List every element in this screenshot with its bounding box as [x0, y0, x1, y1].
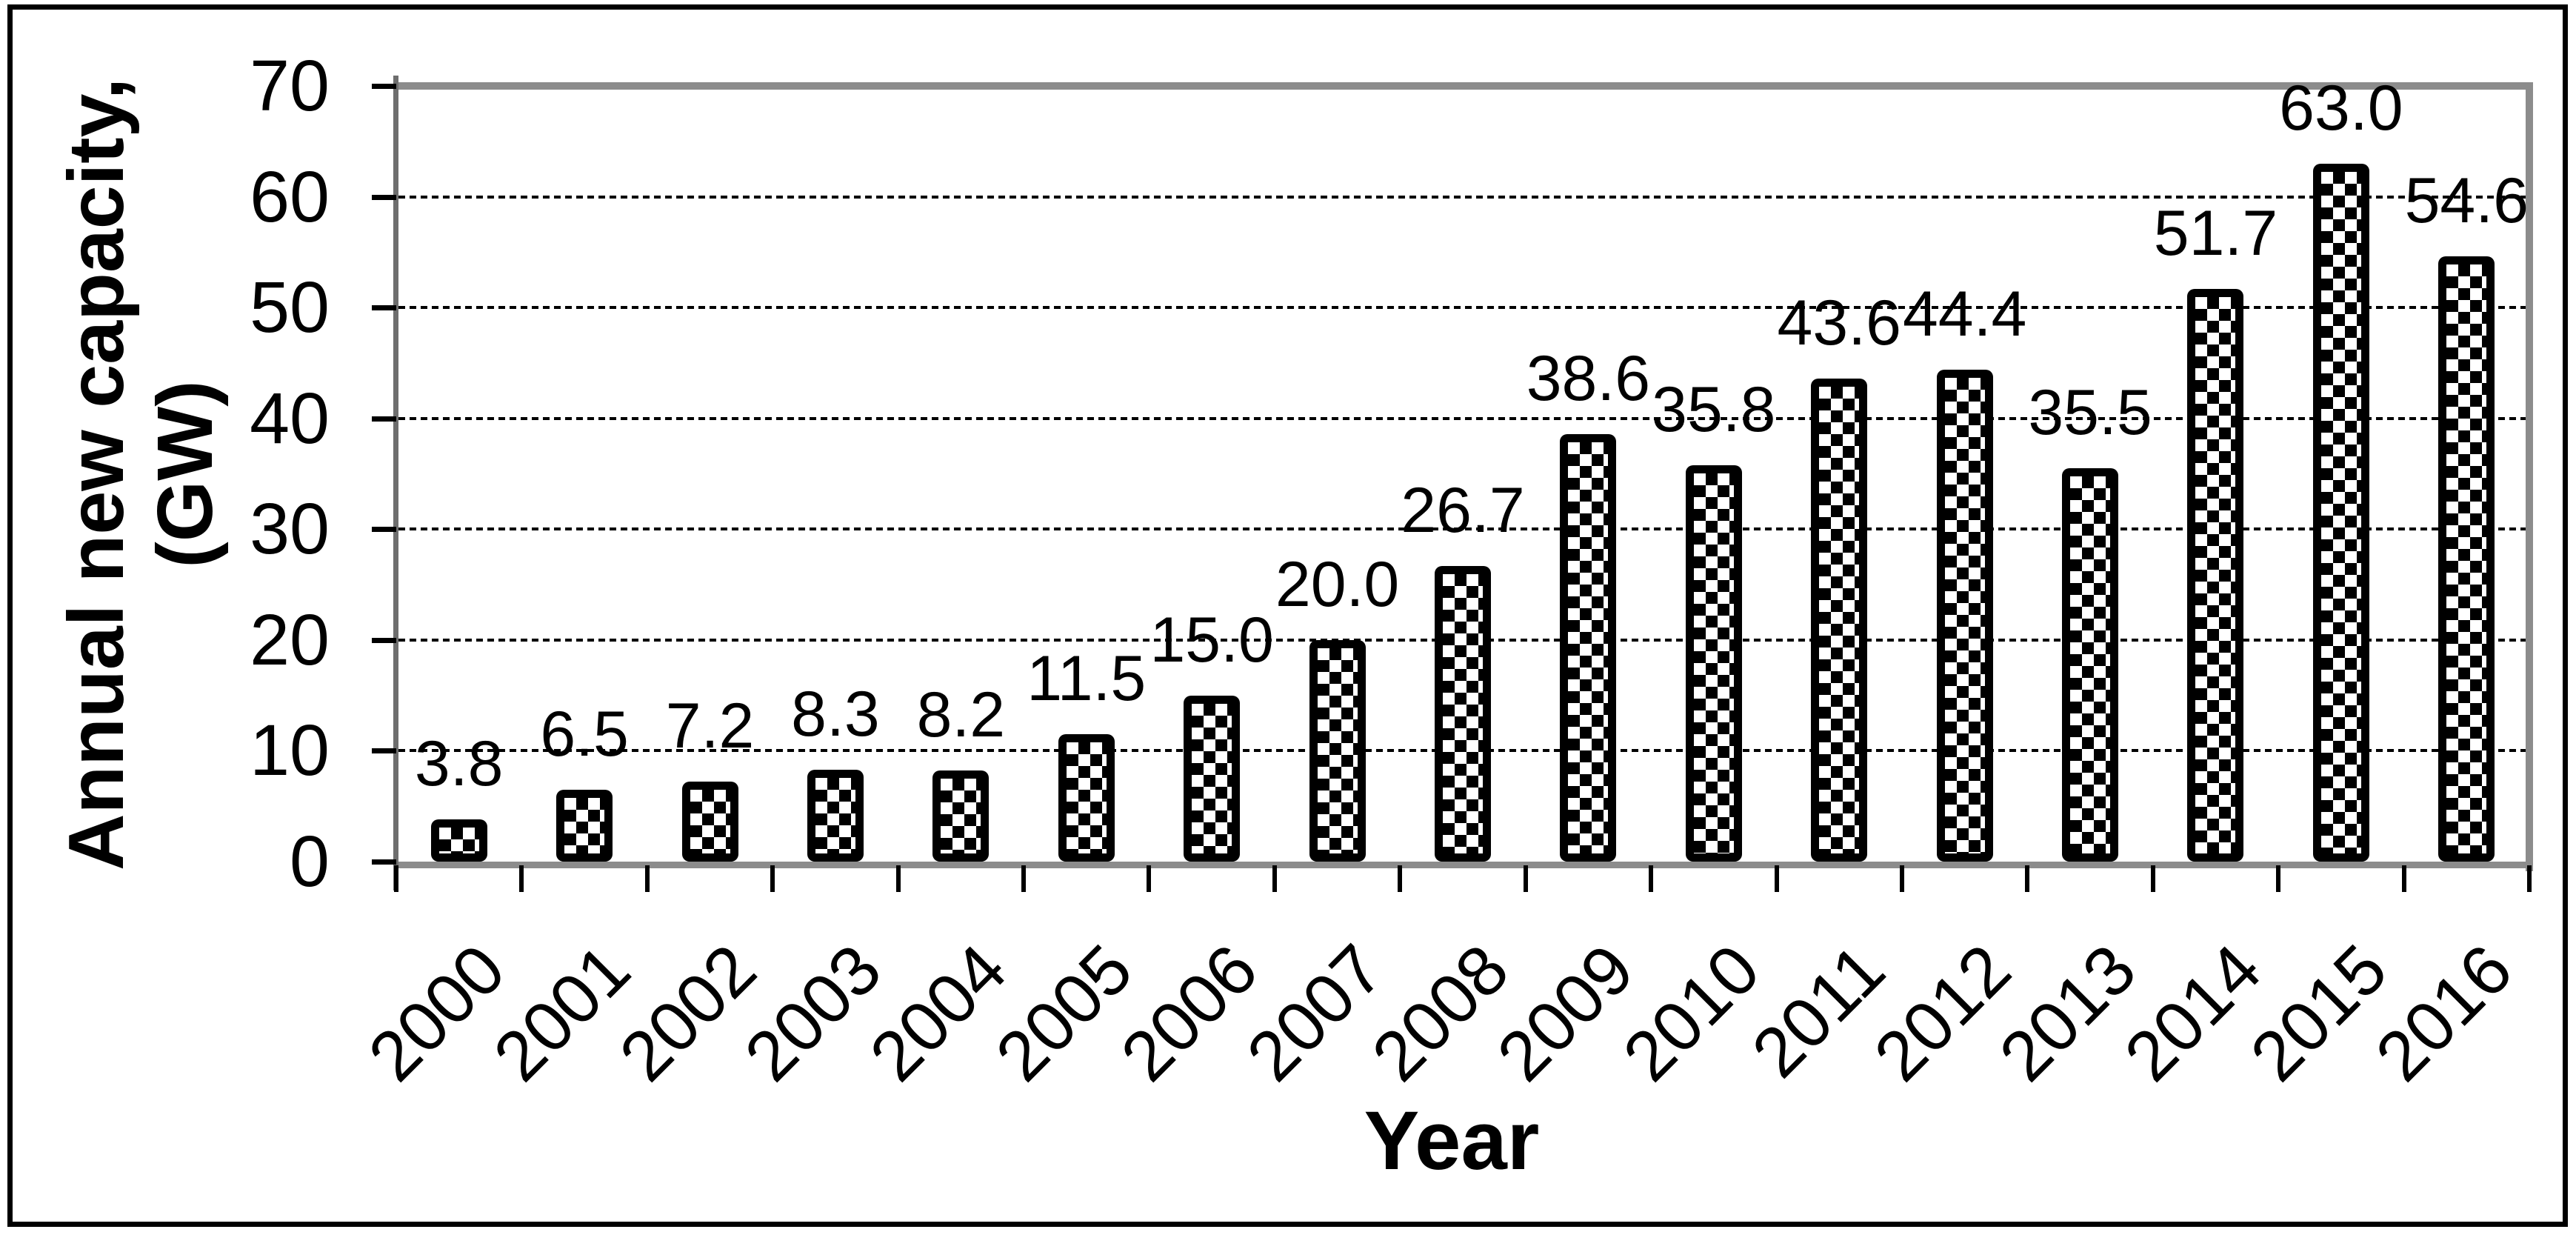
y-axis-line: [393, 76, 398, 891]
y-tick-30: [372, 527, 396, 533]
bar-label-2005: 11.5: [1027, 642, 1147, 714]
bar-label-2008: 26.7: [1401, 474, 1525, 546]
bar-2011: [1811, 378, 1868, 862]
x-tick-14: [2150, 865, 2155, 892]
bar-label-2012: 44.4: [1902, 278, 2027, 350]
bar-label-2015: 63.0: [2279, 72, 2403, 144]
bar-2007: [1309, 639, 1366, 862]
bar-label-2001: 6.5: [540, 698, 629, 770]
y-tick-70: [372, 84, 396, 89]
bar-label-2007: 20.0: [1275, 548, 1400, 620]
x-axis-baseline: [396, 862, 2533, 868]
y-tick-label-10: 10: [250, 710, 330, 791]
bar-2005: [1058, 733, 1115, 862]
x-tick-5: [1021, 865, 1027, 892]
y-tick-label-60: 60: [250, 156, 330, 237]
bar-label-2002: 7.2: [665, 690, 755, 762]
y-tick-label-0: 0: [290, 821, 330, 902]
y-tick-10: [372, 748, 396, 754]
bar-2012: [1936, 369, 1993, 862]
x-tick-17: [2527, 865, 2532, 892]
bar-label-2013: 35.5: [2028, 377, 2152, 449]
x-tick-2: [644, 865, 650, 892]
bar-2009: [1560, 433, 1617, 862]
bar-2013: [2062, 468, 2119, 862]
bar-label-2006: 15.0: [1149, 604, 1274, 676]
y-tick-60: [372, 194, 396, 200]
bar-label-2016: 54.6: [2404, 165, 2529, 237]
bar-label-2004: 8.2: [916, 679, 1006, 751]
x-tick-10: [1649, 865, 1654, 892]
bar-label-2010: 35.8: [1652, 373, 1776, 445]
bar-2015: [2312, 163, 2369, 862]
bar-2002: [681, 782, 738, 862]
plot-frame-top: [396, 82, 2533, 90]
x-tick-12: [1899, 865, 1904, 892]
image-border: [7, 4, 2568, 1227]
bar-label-2009: 38.6: [1526, 342, 1651, 414]
x-tick-11: [1774, 865, 1779, 892]
y-tick-20: [372, 637, 396, 643]
x-tick-3: [770, 865, 775, 892]
x-tick-0: [394, 865, 398, 892]
bar-2000: [430, 819, 487, 862]
bar-2008: [1435, 565, 1491, 862]
x-tick-15: [2276, 865, 2281, 892]
y-tick-label-30: 30: [250, 488, 330, 570]
bar-2001: [556, 789, 613, 862]
x-tick-4: [895, 865, 901, 892]
x-tick-13: [2025, 865, 2030, 892]
bar-2016: [2438, 256, 2495, 862]
gridline-40: [398, 416, 2526, 420]
x-tick-8: [1398, 865, 1403, 892]
y-tick-label-50: 50: [250, 267, 330, 348]
gridline-60: [398, 195, 2526, 199]
gridline-30: [398, 527, 2526, 531]
y-tick-50: [372, 305, 396, 311]
x-tick-9: [1523, 865, 1528, 892]
x-axis-title: Year: [1364, 1094, 1540, 1187]
bar-2014: [2187, 288, 2244, 862]
plot-frame-right: [2526, 82, 2533, 871]
bar-2003: [807, 769, 864, 862]
y-tick-label-40: 40: [250, 377, 330, 459]
x-tick-6: [1147, 865, 1152, 892]
bar-2006: [1184, 695, 1241, 862]
bar-label-2014: 51.7: [2153, 197, 2278, 269]
x-tick-1: [519, 865, 524, 892]
bar-label-2011: 43.6: [1777, 287, 1901, 359]
y-tick-label-70: 70: [250, 45, 330, 126]
gridline-50: [398, 306, 2526, 310]
bar-2010: [1685, 465, 1742, 862]
x-tick-7: [1272, 865, 1277, 892]
y-tick-label-20: 20: [250, 599, 330, 680]
bar-label-2000: 3.8: [414, 728, 504, 800]
bar-2004: [932, 770, 990, 862]
bar-label-2003: 8.3: [791, 678, 880, 750]
y-tick-0: [372, 859, 396, 865]
x-tick-16: [2401, 865, 2406, 892]
y-tick-40: [372, 416, 396, 422]
